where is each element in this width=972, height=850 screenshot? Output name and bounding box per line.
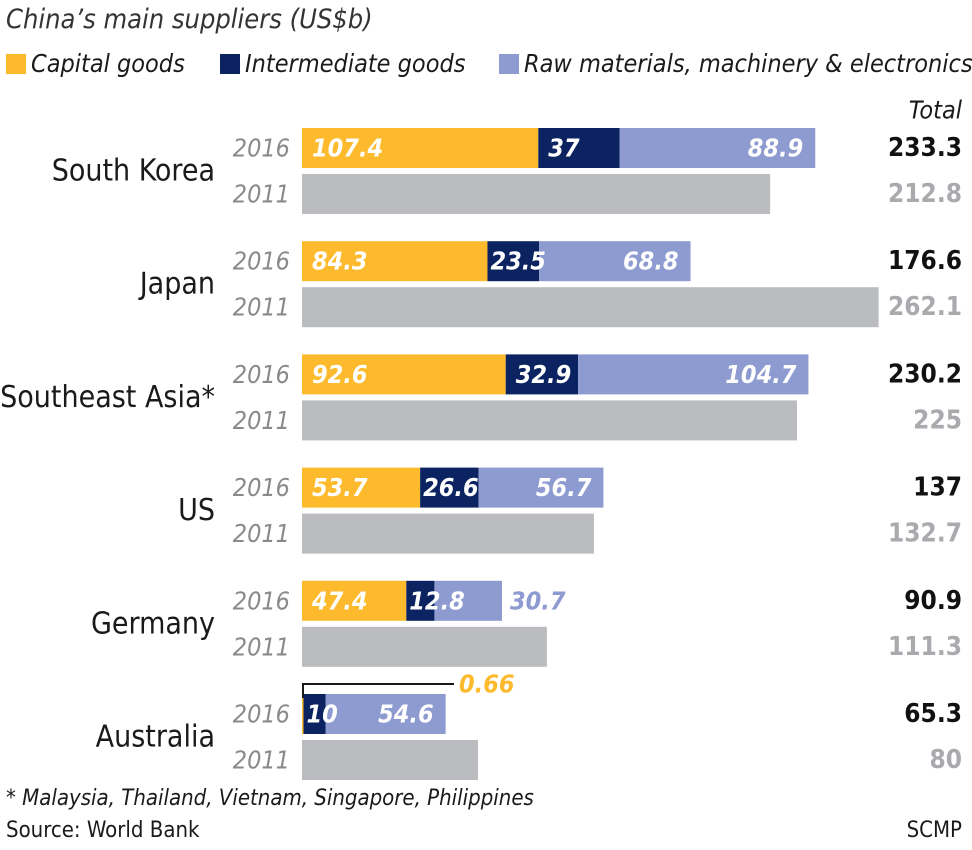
total-column-header: Total [909,96,963,125]
legend-item-capital-goods: Capital goods [6,49,185,78]
data-label-2016-us-raw-materials-machinery-electronics: 56.7 [536,473,592,502]
bar-2016-japan-capital-goods [302,241,488,282]
data-label-2016-us-capital-goods: 53.7 [312,473,368,502]
total-2011-southeast-asia: 225 [913,405,962,435]
bar-2011-japan [302,287,879,328]
category-label-southeast-asia: Southeast Asia* [0,380,215,415]
year-label-2016-australia: 2016 [233,700,290,729]
data-label-2016-australia-capital-goods: 0.66 [459,670,515,699]
total-2016-japan: 176.6 [888,246,962,276]
year-label-2016-southeast-asia: 2016 [233,360,290,389]
bar-2016-germany-intermediate-goods [406,580,435,621]
category-label-japan: Japan [138,267,215,302]
bar-2011-southeast-asia [302,400,797,441]
legend-item-raw-materials: Raw materials, machinery & electronics [499,49,972,78]
data-label-2016-japan-intermediate-goods: 23.5 [490,247,545,276]
data-label-2016-australia-raw-materials-machinery-electronics: 54.6 [378,700,434,729]
data-label-2016-japan-raw-materials-machinery-electronics: 68.8 [623,247,679,276]
year-label-2016-germany: 2016 [233,586,290,615]
bar-2016-southeast-asia-raw-materials-machinery-electronics [578,354,809,395]
data-label-2016-australia-intermediate-goods: 10 [307,700,338,729]
category-label-us: US [178,493,215,528]
total-2011-germany: 111.3 [888,632,962,662]
year-label-2016-south-korea: 2016 [233,134,290,163]
total-2016-germany: 90.9 [904,586,962,616]
bar-2016-south-korea-raw-materials-machinery-electronics [619,128,816,168]
legend-item-intermediate-goods: Intermediate goods [220,49,465,78]
year-label-2011-south-korea: 2011 [233,180,290,209]
total-2011-south-korea: 212.8 [888,179,962,209]
credit: SCMP [906,818,962,843]
data-label-2016-germany-raw-materials-machinery-electronics: 30.7 [510,586,566,615]
legend-label-intermediate-goods: Intermediate goods [245,49,466,78]
callout-line-australia [302,683,454,698]
total-2011-japan: 262.1 [888,292,962,322]
legend-label-capital-goods: Capital goods [31,49,185,78]
bar-2011-south-korea [302,174,771,214]
bar-2016-southeast-asia-intermediate-goods [505,354,579,395]
data-label-2016-south-korea-intermediate-goods: 37 [548,134,580,163]
bar-2016-south-korea-intermediate-goods [538,128,620,168]
legend-swatch-capital-goods [6,53,26,74]
year-label-2011-australia: 2011 [233,746,290,775]
year-label-2016-us: 2016 [233,473,290,502]
bar-2016-us-intermediate-goods [420,467,479,508]
bar-2016-germany-capital-goods [302,580,407,621]
bar-2016-japan-raw-materials-machinery-electronics [539,241,691,282]
data-label-2016-southeast-asia-capital-goods: 92.6 [312,360,368,389]
bar-2016-southeast-asia-capital-goods [302,354,506,395]
legend-swatch-raw-materials [499,53,519,74]
bar-2016-us-capital-goods [302,467,421,508]
year-label-2011-us: 2011 [233,519,290,548]
bar-2016-australia-capital-goods [302,694,304,734]
bar-2016-germany-raw-materials-machinery-electronics [434,580,502,621]
total-2011-australia: 80 [929,745,962,775]
legend-label-raw-materials: Raw materials, machinery & electronics [524,49,972,78]
footnote: * Malaysia, Thailand, Vietnam, Singapore… [6,786,534,811]
data-label-2016-southeast-asia-raw-materials-machinery-electronics: 104.7 [725,360,796,389]
bar-2016-japan-intermediate-goods [487,241,540,282]
data-label-2016-germany-intermediate-goods: 12.8 [409,586,465,615]
year-label-2011-japan: 2011 [233,293,290,322]
category-label-south-korea: South Korea [52,154,215,189]
data-label-2016-southeast-asia-intermediate-goods: 32.9 [516,360,572,389]
data-label-2016-japan-capital-goods: 84.3 [312,247,368,276]
total-2016-south-korea: 233.3 [888,133,962,163]
year-label-2011-southeast-asia: 2011 [233,406,290,435]
year-label-2011-germany: 2011 [233,632,290,661]
total-2016-australia: 65.3 [904,699,962,729]
data-label-2016-south-korea-capital-goods: 107.4 [312,134,383,163]
bar-2011-germany [302,626,547,667]
bar-2011-australia [302,740,478,780]
bar-2016-australia-raw-materials-machinery-electronics [325,694,446,734]
bar-2011-us [302,513,594,554]
data-label-2016-germany-capital-goods: 47.4 [311,586,368,615]
source-note: Source: World Bank [6,818,200,843]
total-2016-us: 137 [913,473,962,503]
bar-2016-south-korea-capital-goods [302,128,539,168]
data-label-2016-south-korea-raw-materials-machinery-electronics: 88.9 [748,134,804,163]
chart-title: China’s main suppliers (US$b) [6,4,373,35]
legend-swatch-intermediate-goods [220,53,240,74]
total-2016-southeast-asia: 230.2 [888,359,962,389]
bar-2016-us-raw-materials-machinery-electronics [478,467,604,508]
total-2011-us: 132.7 [888,519,962,549]
bar-2016-australia-intermediate-goods [303,694,326,734]
category-label-germany: Germany [91,606,215,641]
year-label-2016-japan: 2016 [233,247,290,276]
data-label-2016-us-intermediate-goods: 26.6 [423,473,479,502]
category-label-australia: Australia [96,720,215,755]
